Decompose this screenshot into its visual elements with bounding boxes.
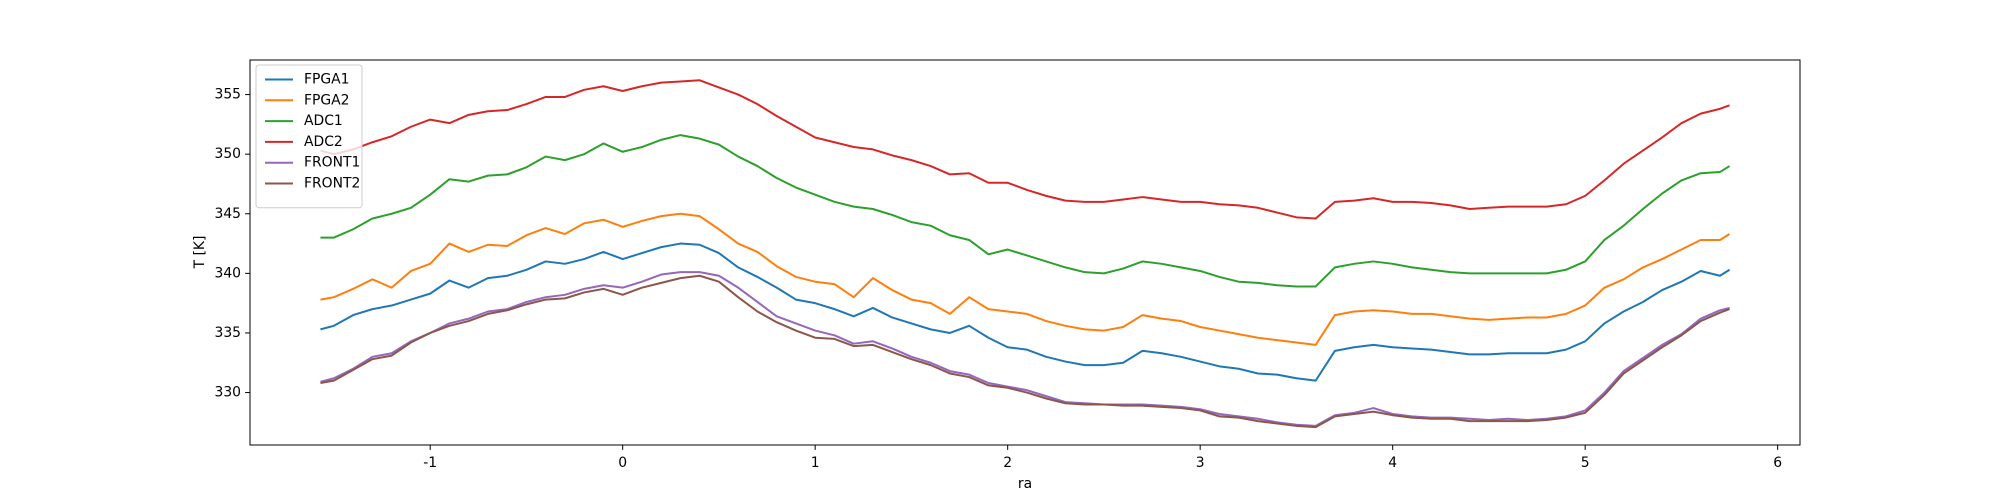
legend-label: FPGA1 <box>304 72 349 88</box>
series-line <box>320 79 1730 220</box>
x-tick-label: 6 <box>1773 455 1782 471</box>
legend-label: FPGA2 <box>304 92 349 108</box>
y-axis-label: T [K] <box>192 236 208 270</box>
x-tick-label: 2 <box>1003 455 1012 471</box>
series-line <box>320 134 1731 288</box>
plot-frame <box>249 59 1801 446</box>
x-tick-label: 1 <box>811 455 820 471</box>
x-axis-label: ra <box>1018 476 1032 492</box>
series-line <box>320 274 1730 429</box>
series-line <box>320 212 1731 346</box>
x-tick-label: -1 <box>423 455 437 471</box>
series-line <box>320 242 1731 382</box>
legend-label: ADC2 <box>304 134 343 150</box>
y-tick-label: 355 <box>214 87 241 103</box>
y-tick-label: 345 <box>214 206 241 222</box>
y-tick-label: 330 <box>214 385 241 401</box>
x-tick-label: 4 <box>1388 455 1397 471</box>
y-tick-label: 340 <box>214 265 241 281</box>
legend-label: FRONT2 <box>304 176 360 192</box>
legend-label: FRONT1 <box>304 155 360 171</box>
x-tick-label: 0 <box>618 455 627 471</box>
legend-label: ADC1 <box>304 113 343 129</box>
x-tick-label: 3 <box>1196 455 1205 471</box>
y-tick-label: 350 <box>214 146 241 162</box>
series-line <box>320 271 1730 427</box>
y-tick-label: 335 <box>214 325 241 341</box>
x-tick-label: 5 <box>1581 455 1590 471</box>
